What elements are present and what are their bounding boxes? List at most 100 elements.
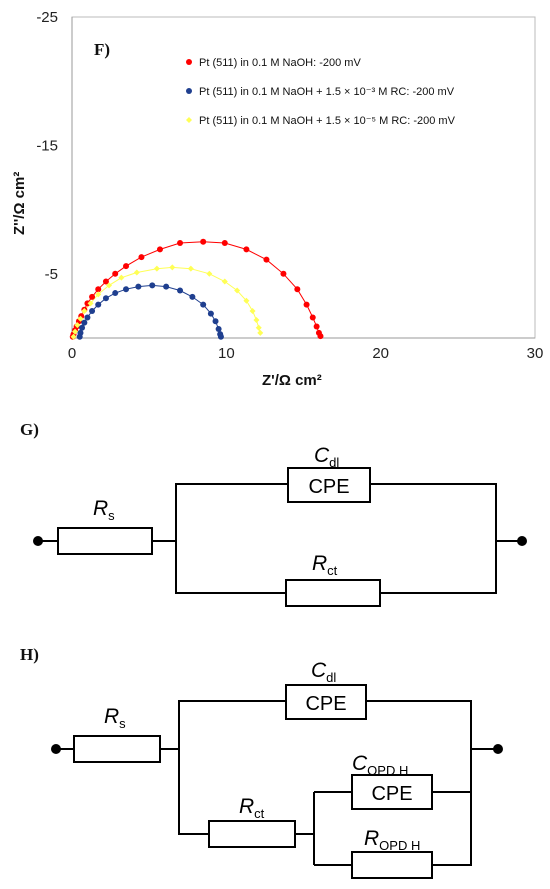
data-point: [79, 324, 86, 331]
copd-label: COPD H: [352, 752, 408, 778]
data-point: [234, 287, 241, 294]
data-point: [317, 333, 324, 340]
data-point: [123, 263, 130, 270]
data-point: [217, 333, 224, 340]
rct-label: Rct: [312, 552, 338, 578]
data-point: [253, 317, 260, 324]
x-tick-label: 30: [527, 345, 544, 360]
panel-label-g: G): [20, 420, 39, 439]
y-axis-label: Z''/Ω cm²: [11, 172, 28, 235]
data-point: [74, 322, 81, 329]
data-point: [81, 319, 88, 326]
data-point: [70, 333, 77, 340]
data-point: [313, 323, 320, 330]
panel-label-f: F): [94, 40, 110, 59]
data-point: [81, 308, 88, 315]
data-point: [84, 314, 91, 321]
x-axis-label: Z'/Ω cm²: [262, 372, 322, 389]
data-point: [280, 270, 287, 277]
data-point: [112, 270, 119, 277]
data-point: [133, 269, 140, 276]
data-point: [87, 300, 94, 307]
data-point: [177, 287, 184, 294]
x-axis-label-holder: Z'/Ω cm²: [262, 372, 322, 389]
data-point: [102, 278, 109, 285]
data-point: [72, 328, 79, 335]
legend-marker: [186, 88, 192, 94]
data-point: [163, 283, 170, 290]
resistor-rct: [208, 820, 296, 848]
data-point: [309, 314, 316, 321]
rs-label: Rs: [104, 705, 126, 731]
circuit-g-wires: [38, 483, 522, 594]
data-point: [200, 301, 207, 308]
data-point: [215, 326, 222, 333]
cpe-element-opd: [351, 774, 433, 810]
legend-entry: Pt (511) in 0.1 M NaOH: -200 mV: [199, 57, 361, 69]
cpe-element-dl: [285, 684, 367, 720]
data-point: [207, 310, 214, 317]
data-point: [84, 300, 91, 307]
y-tick-label: -15: [36, 137, 58, 154]
data-point: [206, 270, 213, 277]
data-point: [149, 282, 156, 289]
data-point: [249, 308, 256, 315]
data-point: [294, 286, 301, 293]
circuit-h: H) Rs CPE Cdl Rct CPE COPD H ROPD H: [20, 645, 503, 879]
data-point: [89, 293, 96, 300]
circuit-g: G) Rs CPE Cdl Rct: [20, 420, 527, 607]
cdl-label: Cdl: [314, 444, 339, 470]
circuit-h-wires: [56, 700, 498, 866]
data-point: [102, 295, 109, 302]
cpe-element: [287, 467, 371, 503]
legend-marker: [186, 117, 192, 123]
data-point: [212, 318, 219, 325]
data-point: [95, 301, 102, 308]
cpe-label: CPE: [308, 476, 349, 498]
panel-label-h: H): [20, 645, 39, 664]
legend-marker: [186, 59, 192, 65]
data-point: [89, 308, 96, 315]
plot-frame: [71, 16, 536, 339]
rct-label: Rct: [239, 795, 265, 821]
data-point: [177, 239, 184, 246]
data-point: [123, 286, 130, 293]
cpe-label-dl: CPE: [305, 693, 346, 715]
data-point: [221, 278, 228, 285]
data-point: [243, 246, 250, 253]
data-point: [118, 274, 125, 281]
data-point: [77, 329, 84, 336]
rs-label: Rs: [93, 497, 115, 523]
data-point: [95, 286, 102, 293]
x-tick-label: 0: [68, 345, 76, 360]
data-point: [169, 264, 176, 271]
data-point: [243, 297, 250, 304]
data-point: [156, 246, 163, 253]
resistor-rs: [57, 527, 153, 555]
series-lines: [72, 241, 321, 337]
series-line-1: [72, 241, 321, 337]
cpe-label-opd: CPE: [371, 783, 412, 805]
data-point: [303, 301, 310, 308]
axis-ticks: 0 10 20 30 -5 -15 -25: [36, 9, 543, 360]
data-point: [257, 329, 264, 336]
resistor-ropd: [351, 851, 433, 879]
resistor-rs: [73, 735, 161, 763]
data-point: [95, 291, 102, 298]
data-point: [106, 282, 113, 289]
data-point: [135, 283, 142, 290]
data-point: [221, 239, 228, 246]
legend-entry: Pt (511) in 0.1 M NaOH + 1.5 × 10⁻³ M RC…: [199, 86, 455, 98]
series-line-2: [79, 284, 222, 337]
data-point: [77, 315, 84, 322]
y-tick-label: -5: [45, 266, 58, 283]
data-point: [263, 256, 270, 263]
cdl-label: Cdl: [311, 659, 336, 685]
x-tick-label: 10: [218, 345, 235, 360]
y-tick-label: -25: [36, 9, 58, 26]
ropd-label: ROPD H: [364, 827, 420, 853]
data-point: [138, 254, 145, 261]
data-point: [189, 293, 196, 300]
data-point: [153, 265, 160, 272]
